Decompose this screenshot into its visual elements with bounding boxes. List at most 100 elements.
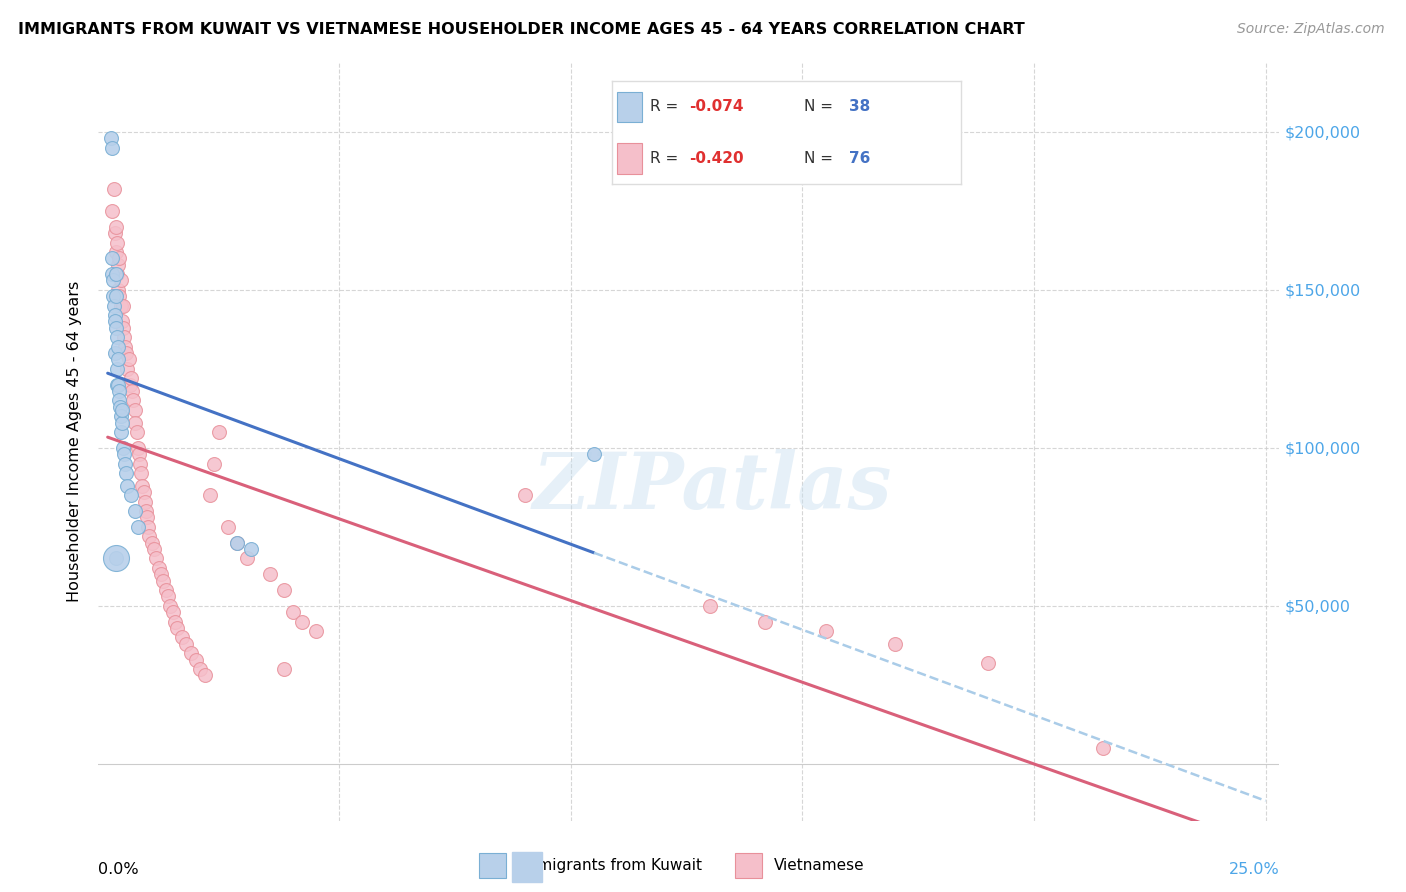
Text: IMMIGRANTS FROM KUWAIT VS VIETNAMESE HOUSEHOLDER INCOME AGES 45 - 64 YEARS CORRE: IMMIGRANTS FROM KUWAIT VS VIETNAMESE HOU… bbox=[18, 22, 1025, 37]
Point bbox=[188, 662, 211, 676]
Point bbox=[110, 416, 132, 430]
Point bbox=[107, 352, 129, 367]
Point bbox=[105, 551, 128, 566]
Point bbox=[117, 352, 139, 367]
Point bbox=[101, 252, 124, 266]
Point bbox=[202, 457, 225, 471]
Point bbox=[138, 520, 160, 534]
Point bbox=[208, 425, 231, 439]
Point bbox=[122, 393, 145, 408]
Point bbox=[105, 267, 128, 281]
Point bbox=[110, 299, 132, 313]
Point bbox=[103, 289, 125, 303]
Point bbox=[110, 403, 132, 417]
Point bbox=[129, 457, 152, 471]
Point bbox=[273, 582, 295, 597]
Point bbox=[120, 371, 142, 385]
FancyBboxPatch shape bbox=[734, 853, 762, 878]
Point bbox=[141, 535, 163, 549]
Point bbox=[128, 447, 150, 461]
Point bbox=[184, 652, 207, 666]
Point bbox=[976, 656, 998, 670]
Point bbox=[124, 504, 146, 518]
Point bbox=[115, 479, 138, 493]
Point bbox=[115, 346, 138, 360]
Point bbox=[104, 244, 127, 259]
Point bbox=[132, 485, 155, 500]
Point bbox=[115, 466, 138, 480]
Point bbox=[105, 219, 128, 234]
Point bbox=[121, 384, 143, 398]
Point bbox=[111, 299, 134, 313]
Point bbox=[105, 377, 128, 392]
Point bbox=[108, 289, 131, 303]
Point bbox=[110, 314, 132, 328]
Point bbox=[111, 441, 134, 455]
Point bbox=[112, 330, 135, 344]
Point bbox=[105, 362, 128, 376]
Point bbox=[107, 283, 129, 297]
Point bbox=[107, 258, 129, 272]
Point bbox=[582, 447, 605, 461]
Point bbox=[101, 267, 124, 281]
Text: 25.0%: 25.0% bbox=[1229, 863, 1279, 878]
Point bbox=[105, 551, 128, 566]
Point bbox=[152, 574, 174, 588]
Point bbox=[129, 466, 152, 480]
Point bbox=[103, 273, 125, 287]
Point bbox=[163, 615, 186, 629]
Point bbox=[125, 425, 148, 439]
Point bbox=[156, 590, 179, 604]
FancyBboxPatch shape bbox=[478, 853, 506, 878]
Point bbox=[100, 131, 122, 145]
Point bbox=[105, 235, 128, 250]
Point bbox=[110, 425, 132, 439]
Point bbox=[111, 320, 134, 334]
Text: 0.0%: 0.0% bbox=[98, 863, 139, 878]
Point bbox=[107, 377, 129, 392]
Point bbox=[226, 535, 249, 549]
Point bbox=[127, 520, 149, 534]
Point bbox=[159, 599, 181, 613]
Point bbox=[104, 308, 127, 322]
Point bbox=[104, 346, 127, 360]
Point bbox=[138, 529, 160, 543]
Point bbox=[145, 551, 167, 566]
Point bbox=[148, 561, 170, 575]
Point bbox=[110, 273, 132, 287]
Point bbox=[124, 403, 146, 417]
Point bbox=[291, 615, 314, 629]
Point bbox=[884, 637, 907, 651]
Point bbox=[103, 299, 125, 313]
Point bbox=[101, 141, 124, 155]
Text: ZIPatlas: ZIPatlas bbox=[533, 449, 893, 525]
Point bbox=[198, 488, 221, 502]
Point bbox=[149, 567, 172, 582]
Point bbox=[110, 409, 132, 424]
Point bbox=[131, 479, 153, 493]
Point bbox=[112, 447, 135, 461]
Point bbox=[143, 541, 166, 556]
Point bbox=[305, 624, 328, 639]
Point bbox=[235, 551, 257, 566]
Point bbox=[104, 320, 127, 334]
Point bbox=[240, 541, 263, 556]
Point bbox=[281, 605, 304, 619]
Point bbox=[136, 510, 159, 524]
Point bbox=[127, 441, 149, 455]
Text: Source: ZipAtlas.com: Source: ZipAtlas.com bbox=[1237, 22, 1385, 37]
Point bbox=[699, 599, 721, 613]
Point bbox=[105, 289, 128, 303]
Point bbox=[108, 384, 131, 398]
Point bbox=[107, 340, 129, 354]
Point bbox=[194, 668, 217, 682]
Point bbox=[103, 182, 125, 196]
Point bbox=[114, 457, 136, 471]
Point bbox=[101, 203, 124, 218]
Point bbox=[1092, 741, 1115, 756]
Point bbox=[135, 504, 157, 518]
Point bbox=[108, 393, 131, 408]
Point bbox=[134, 494, 156, 508]
Point bbox=[105, 267, 128, 281]
Text: Vietnamese: Vietnamese bbox=[773, 858, 865, 872]
